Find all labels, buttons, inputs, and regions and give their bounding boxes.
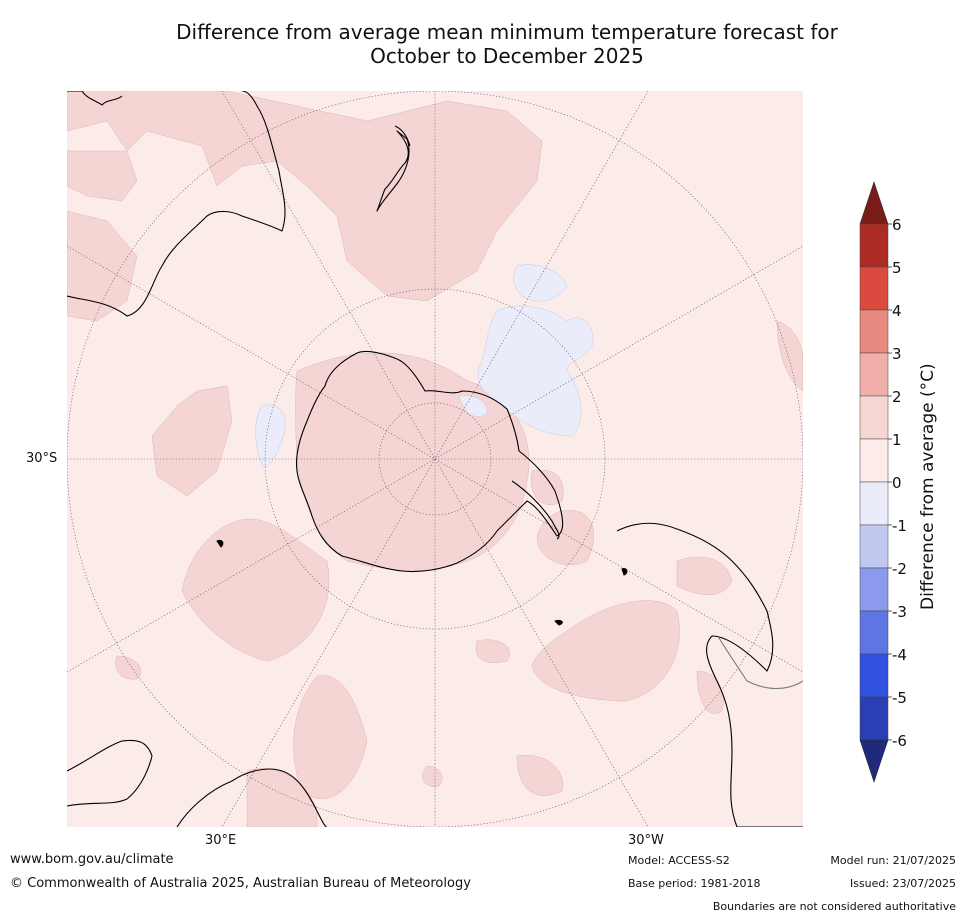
colorbar-tick-label: 6 <box>892 216 902 234</box>
colorbar-tick-label: 3 <box>892 345 902 363</box>
colorbar-tick-label: -3 <box>892 603 907 621</box>
chart-title: Difference from average mean minimum tem… <box>0 20 965 68</box>
footer-base-period: Base period: 1981-2018 <box>628 877 761 890</box>
colorbar-tick-label: 0 <box>892 474 902 492</box>
land-outlines <box>67 91 803 827</box>
footer-model-run: Model run: 21/07/2025 <box>830 854 956 867</box>
lon-label-30e: 30°E <box>205 833 237 848</box>
lat-label-30s: 30°S <box>26 451 58 466</box>
footer-model: Model: ACCESS-S2 <box>628 854 730 867</box>
footer-issued: Issued: 23/07/2025 <box>849 877 956 890</box>
south-america-outline <box>616 522 803 827</box>
colorbar-swatch <box>859 266 889 311</box>
colorbar-swatch <box>859 352 889 397</box>
colorbar-swatch <box>859 309 889 354</box>
colorbar-tick-label: 5 <box>892 259 902 277</box>
chart-title-line-2: October to December 2025 <box>370 44 644 68</box>
cool-anomaly-regions <box>255 264 594 467</box>
chart-title-line-1: Difference from average mean minimum tem… <box>176 20 838 44</box>
colorbar: 6 5 4 3 2 1 0 -1 -2 -3 -4 -5 -6 <box>859 181 907 783</box>
colorbar-swatch <box>859 610 889 655</box>
colorbar-tick-label: -4 <box>892 646 907 664</box>
colorbar-over-triangle <box>859 181 889 225</box>
graticule <box>67 91 803 827</box>
australia-outline <box>67 91 286 317</box>
colorbar-swatch <box>859 653 889 698</box>
colorbar-under-triangle <box>859 739 889 783</box>
colorbar-tick-label: -2 <box>892 560 907 578</box>
new-zealand-outline <box>376 130 410 212</box>
colorbar-swatch <box>859 696 889 741</box>
colorbar-title: Difference from average (°C) <box>918 363 938 610</box>
footer-boundaries: Boundaries are not considered authoritat… <box>712 900 956 913</box>
colorbar-swatch <box>859 567 889 612</box>
africa-outline <box>67 739 153 807</box>
colorbar-swatch <box>859 223 889 268</box>
lon-label-30w: 30°W <box>628 833 664 848</box>
colorbar-tick-label: 2 <box>892 388 902 406</box>
colorbar-swatch <box>859 524 889 569</box>
colorbar-tick-label: -6 <box>892 732 907 750</box>
antarctica-outline <box>295 350 564 573</box>
footer-website[interactable]: www.bom.gov.au/climate <box>10 852 174 867</box>
footer-copyright: © Commonwealth of Australia 2025, Austra… <box>10 876 471 891</box>
colorbar-swatch <box>859 395 889 440</box>
polar-map <box>67 91 803 827</box>
colorbar-swatch <box>859 438 889 483</box>
colorbar-tick-label: -1 <box>892 517 907 535</box>
colorbar-swatch <box>859 481 889 526</box>
colorbar-tick-label: -5 <box>892 689 907 707</box>
colorbar-tick-label: 1 <box>892 431 902 449</box>
colorbar-tick-label: 4 <box>892 302 902 320</box>
